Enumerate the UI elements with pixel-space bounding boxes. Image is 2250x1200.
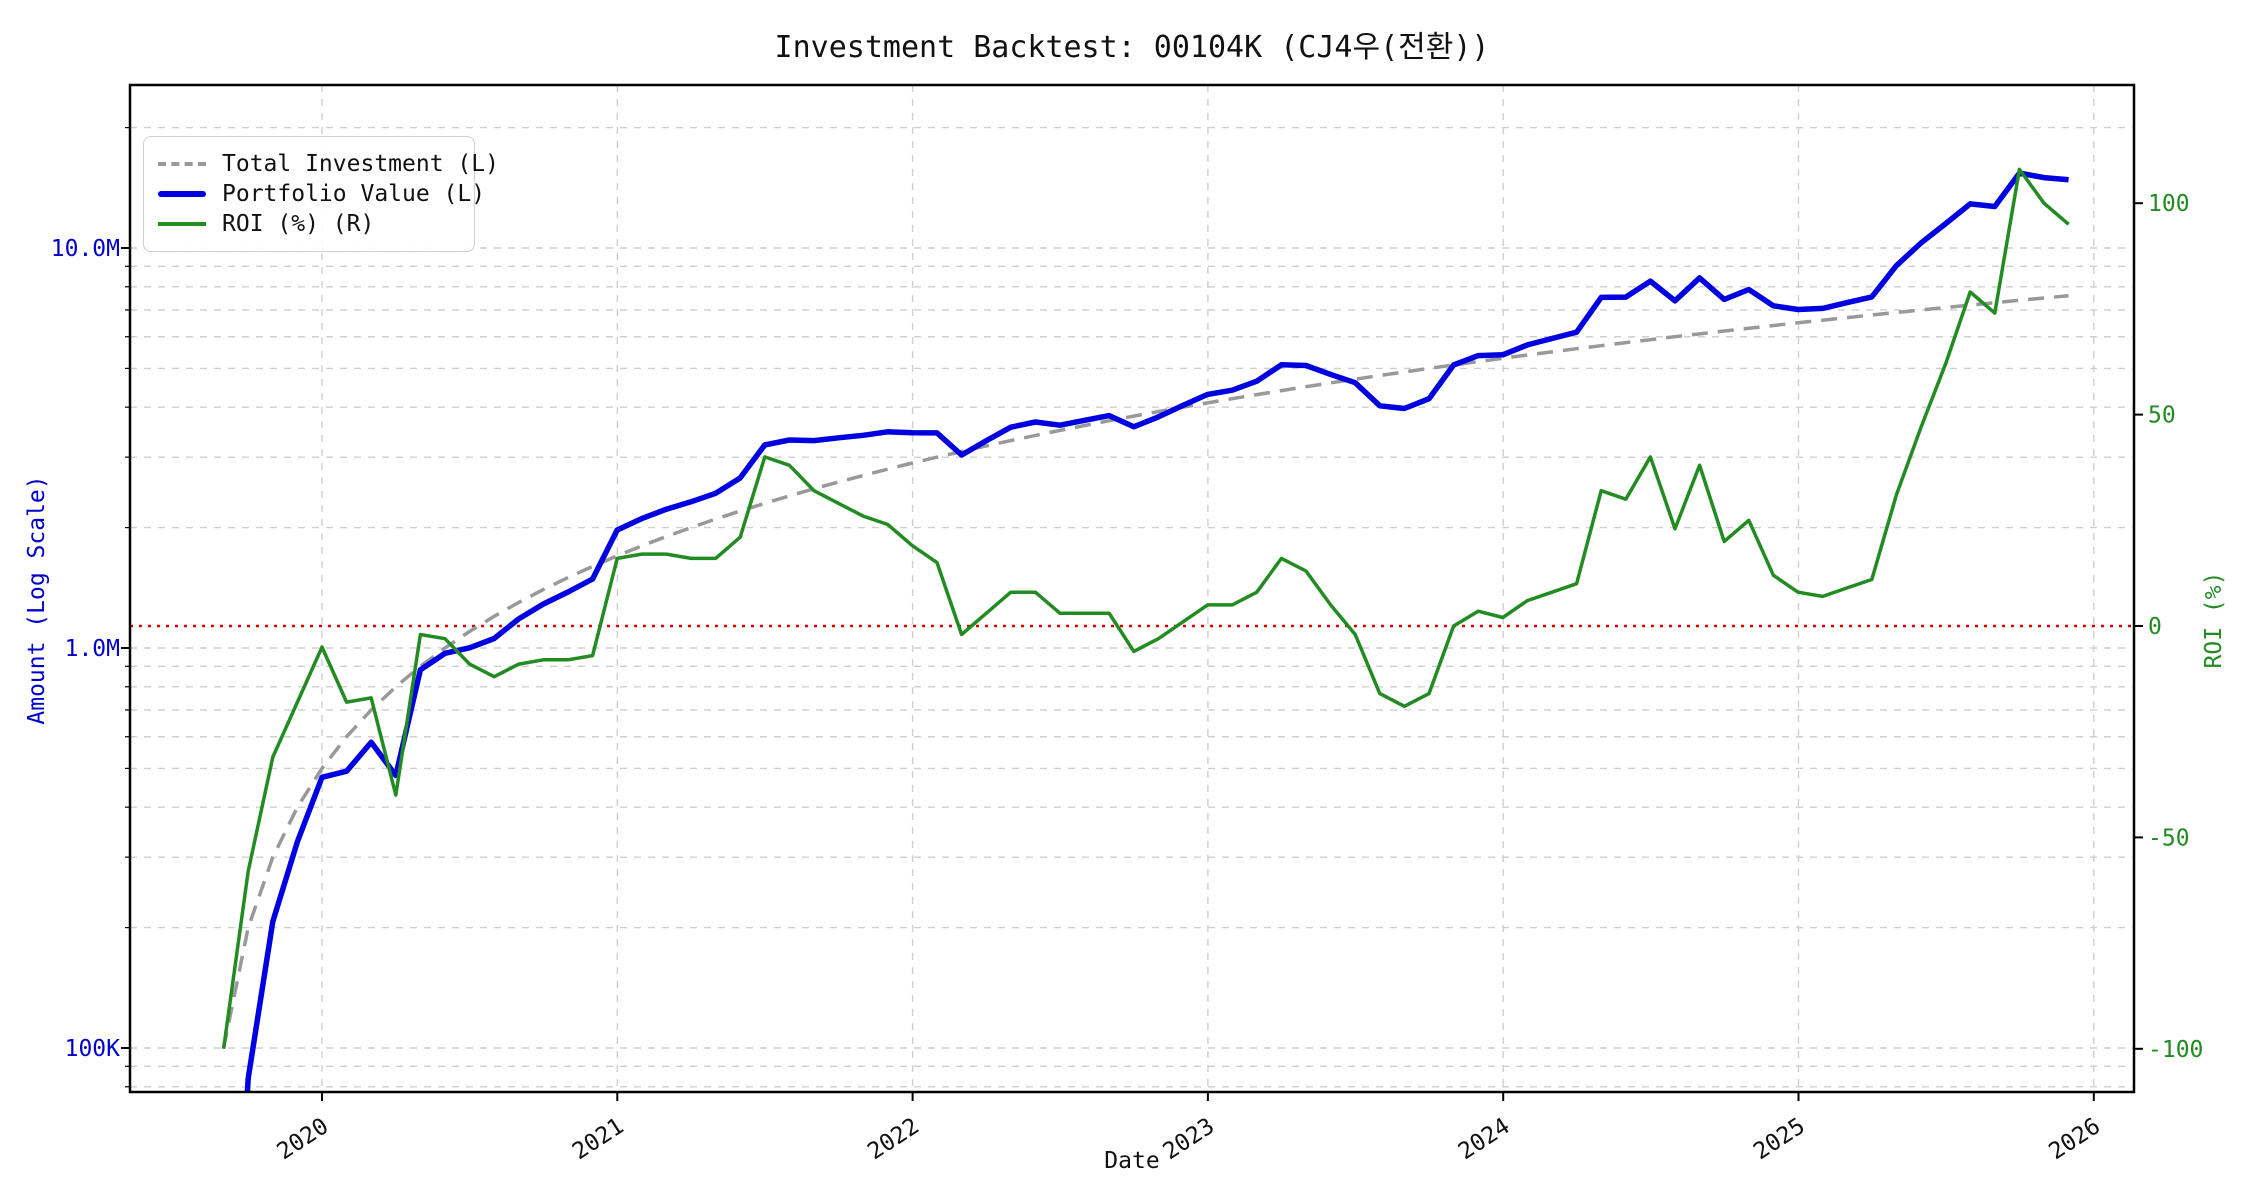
right-tick-label: 0 (2148, 614, 2162, 640)
axis-ticks (121, 126, 2143, 1101)
legend: Total Investment (L) Portfolio Value (L)… (143, 136, 499, 252)
x-tick-label: 2023 (1159, 1113, 1220, 1165)
green-line-swatch (158, 222, 206, 226)
legend-label: Total Investment (L) (222, 151, 499, 177)
legend-item-portfolio-value: Portfolio Value (L) (158, 179, 485, 209)
series-group (221, 167, 2070, 1092)
gridlines (130, 85, 2134, 1092)
plot-border (128, 83, 2136, 1094)
roi-line (221, 167, 2070, 1050)
x-tick-label: 2020 (273, 1113, 334, 1165)
right-tick-label: -50 (2148, 825, 2190, 851)
left-tick-label: 1.0M (65, 636, 120, 662)
dashed-line-swatch (158, 162, 206, 166)
left-tick-label: 10.0M (51, 236, 120, 262)
legend-label: Portfolio Value (L) (222, 181, 486, 207)
x-tick-label: 2022 (863, 1113, 924, 1165)
left-tick-label: 100K (65, 1036, 121, 1062)
right-tick-label: 50 (2148, 403, 2176, 429)
x-tick-label: 2025 (1749, 1113, 1810, 1165)
x-tick-label: 2021 (568, 1113, 629, 1165)
x-tick-label: 2026 (2044, 1113, 2105, 1165)
legend-label: ROI (%) (R) (222, 211, 375, 237)
left-axis-title: Amount (Log Scale) (24, 475, 50, 725)
legend-item-roi: ROI (%) (R) (158, 209, 460, 239)
blue-line-swatch (158, 191, 206, 197)
right-tick-label: 100 (2148, 191, 2190, 217)
chart-title: Investment Backtest: 00104K (CJ4우(전환)) (774, 30, 1490, 65)
portfolio-value-line (244, 170, 2069, 1092)
x-tick-label: 2024 (1454, 1113, 1515, 1165)
right-axis-title: ROI (%) (2201, 571, 2227, 669)
total-investment-line (221, 293, 2069, 1049)
legend-item-total-investment: Total Investment (L) (158, 149, 499, 179)
x-axis-title: Date (1104, 1148, 1160, 1174)
right-tick-label: -100 (2148, 1037, 2203, 1063)
